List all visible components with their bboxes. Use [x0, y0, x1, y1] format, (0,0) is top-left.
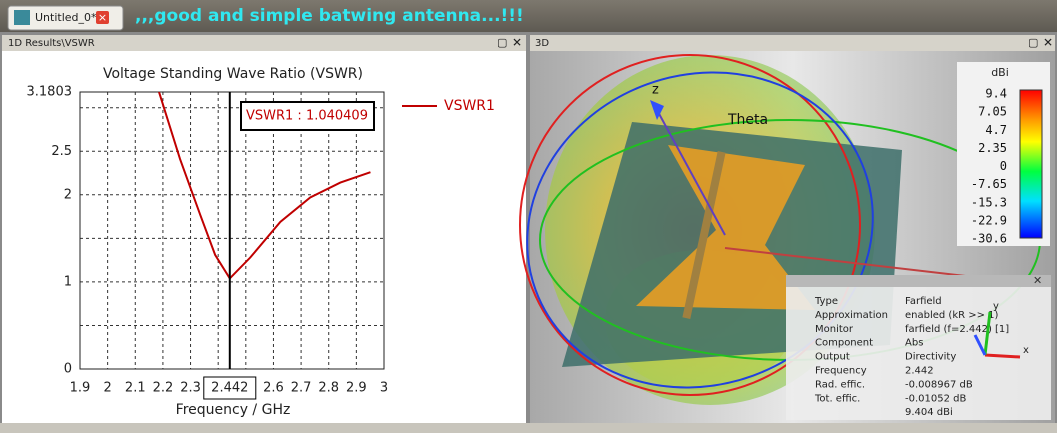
y-tick-label: 2.5 — [51, 144, 72, 159]
info-value: Abs — [905, 338, 923, 349]
colorbar-label: 9.4 — [985, 87, 1007, 101]
triad-z — [973, 334, 987, 356]
info-value: farfield (f=2.442) [1] — [905, 324, 1009, 335]
axis-label: x — [1023, 345, 1029, 356]
axis-z — [656, 109, 726, 236]
x-tick-label: 2.1 — [125, 381, 146, 396]
batwing — [636, 145, 815, 310]
info-key: Tot. effic. — [814, 393, 860, 404]
close-icon: × — [98, 11, 107, 24]
info-key: Output — [815, 352, 850, 363]
x-tick-label: 2.8 — [318, 381, 339, 396]
close[interactable]: ✕ — [1043, 36, 1053, 50]
info-value: 9.404 dBi — [905, 407, 953, 418]
annotation-box — [240, 101, 375, 131]
x-tick-label: 2.7 — [291, 381, 312, 396]
chart-title: Voltage Standing Wave Ratio (VSWR) — [103, 66, 363, 82]
info-value: enabled (kR >> 1) — [905, 310, 999, 321]
tab-close[interactable] — [96, 11, 109, 24]
marker-box — [203, 376, 257, 400]
tab-icon — [14, 10, 30, 25]
y-tick-label: 3.1803 — [27, 85, 73, 100]
axis-label: Theta — [727, 112, 768, 128]
legend-label: VSWR1 — [444, 98, 495, 114]
status-bar — [0, 423, 1057, 433]
info-value: -0.01052 dB — [905, 393, 966, 404]
theta-ring — [519, 54, 861, 396]
x-tick-label: 3 — [380, 381, 388, 396]
colorbar — [1019, 89, 1043, 239]
info-key: Approximation — [815, 310, 888, 321]
y-tick-label: 0 — [64, 362, 72, 377]
colorbar-label: 4.7 — [985, 123, 1007, 137]
colorbar-label: -15.3 — [971, 195, 1007, 209]
info-key: Rad. effic. — [815, 379, 865, 390]
info-box — [786, 275, 1051, 420]
x-axis-label: Frequency / GHz — [176, 402, 291, 418]
panel-title: 1D Results\VSWR — [8, 38, 95, 49]
triad-y — [983, 311, 992, 356]
y-tick-label: 2 — [64, 187, 72, 202]
feed-line — [682, 151, 726, 319]
x-tick-label: 2.2 — [153, 381, 174, 396]
tab[interactable] — [7, 5, 124, 31]
info-key: Type — [814, 296, 838, 307]
info-key: Component — [815, 338, 873, 349]
axis-z-head — [650, 100, 664, 120]
headline: ,,,good and simple batwing antenna...!!! — [135, 6, 524, 26]
info-value: 2.442 — [905, 366, 934, 377]
phi-ring — [526, 71, 874, 389]
annotation: VSWR1 : 1.040409 — [246, 109, 368, 124]
colorbar-label: 0 — [1000, 159, 1007, 173]
title-bar — [0, 0, 1057, 32]
x-tick-label: 2.3 — [180, 381, 201, 396]
tab-label: Untitled_0* — [35, 11, 97, 24]
info-header — [786, 275, 1051, 287]
y-tick-label: 1 — [64, 274, 72, 289]
series-line — [158, 91, 371, 281]
axis-label: y — [993, 301, 999, 312]
maximize[interactable]: ▢ — [497, 36, 507, 49]
info-value: Directivity — [905, 352, 956, 363]
colorbar-title: dBi — [991, 66, 1009, 79]
marker-label: 2.442 — [211, 381, 248, 396]
axis-label: z — [652, 83, 659, 98]
panel-title: 3D — [535, 38, 549, 49]
axis-x — [724, 247, 1001, 281]
close[interactable]: ✕ — [512, 36, 522, 50]
info-value: Farfield — [905, 296, 942, 307]
triad-x — [984, 353, 1021, 359]
info-close[interactable]: ✕ — [1033, 274, 1042, 287]
info-key: Monitor — [815, 324, 854, 335]
x-tick-label: 2.6 — [263, 381, 284, 396]
plot-frame — [79, 91, 385, 370]
colorbar-label: 2.35 — [978, 141, 1007, 155]
colorbar-label: -22.9 — [971, 213, 1007, 227]
colorbar-label: 7.05 — [978, 105, 1007, 119]
info-key: Frequency — [815, 366, 867, 377]
x-tick-label: 1.9 — [70, 381, 91, 396]
x-tick-label: 2.9 — [346, 381, 367, 396]
panel-header — [2, 35, 526, 51]
x-tick-label: 2 — [103, 381, 111, 396]
colorbar-label: -7.65 — [971, 177, 1007, 191]
colorbar-label: -30.6 — [971, 232, 1007, 246]
maximize[interactable]: ▢ — [1028, 36, 1038, 49]
panel-header — [530, 35, 1055, 51]
info-value: -0.008967 dB — [905, 379, 973, 390]
